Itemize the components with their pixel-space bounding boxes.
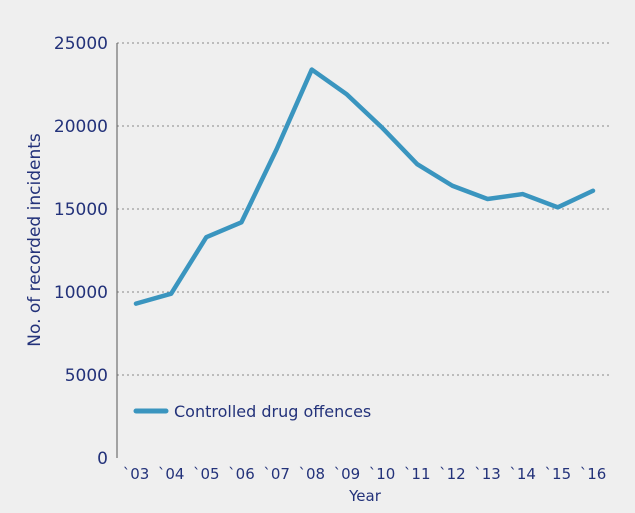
x-tick-label: `06 (228, 465, 255, 483)
x-tick-label: `08 (298, 465, 325, 483)
y-axis-label: No. of recorded incidents (25, 133, 45, 347)
x-tick-label: `11 (404, 465, 431, 483)
legend: Controlled drug offences (133, 402, 371, 421)
y-tick-label: 25000 (54, 34, 108, 54)
legend-label: Controlled drug offences (174, 402, 371, 421)
y-tick-labels: 0 5000 10000 15000 20000 25000 (54, 34, 108, 469)
x-tick-label: `16 (580, 465, 607, 483)
x-tick-label: `05 (193, 465, 220, 483)
y-tick-label: 5000 (65, 366, 108, 386)
x-tick-labels: `03 `04 `05 `06 `07 `08 `09 `10 `11 `12 `13 `14 `15 `… (123, 465, 607, 483)
y-tick-label: 15000 (54, 200, 108, 220)
x-tick-label: `12 (439, 465, 466, 483)
x-tick-label: `04 (158, 465, 185, 483)
x-tick-label: `10 (369, 465, 396, 483)
y-tick-label: 10000 (54, 283, 108, 303)
x-tick-label: `09 (334, 465, 361, 483)
x-tick-label: `13 (474, 465, 501, 483)
x-tick-label: `15 (545, 465, 572, 483)
x-tick-label: `03 (123, 465, 150, 483)
gridlines (117, 42, 610, 376)
y-tick-label: 0 (97, 449, 108, 469)
series-lines (133, 67, 596, 306)
y-tick-label: 20000 (54, 117, 108, 137)
x-tick-label: `14 (509, 465, 536, 483)
x-axis-label: Year (348, 487, 382, 505)
x-tick-label: `07 (263, 465, 290, 483)
series-line (133, 67, 596, 306)
